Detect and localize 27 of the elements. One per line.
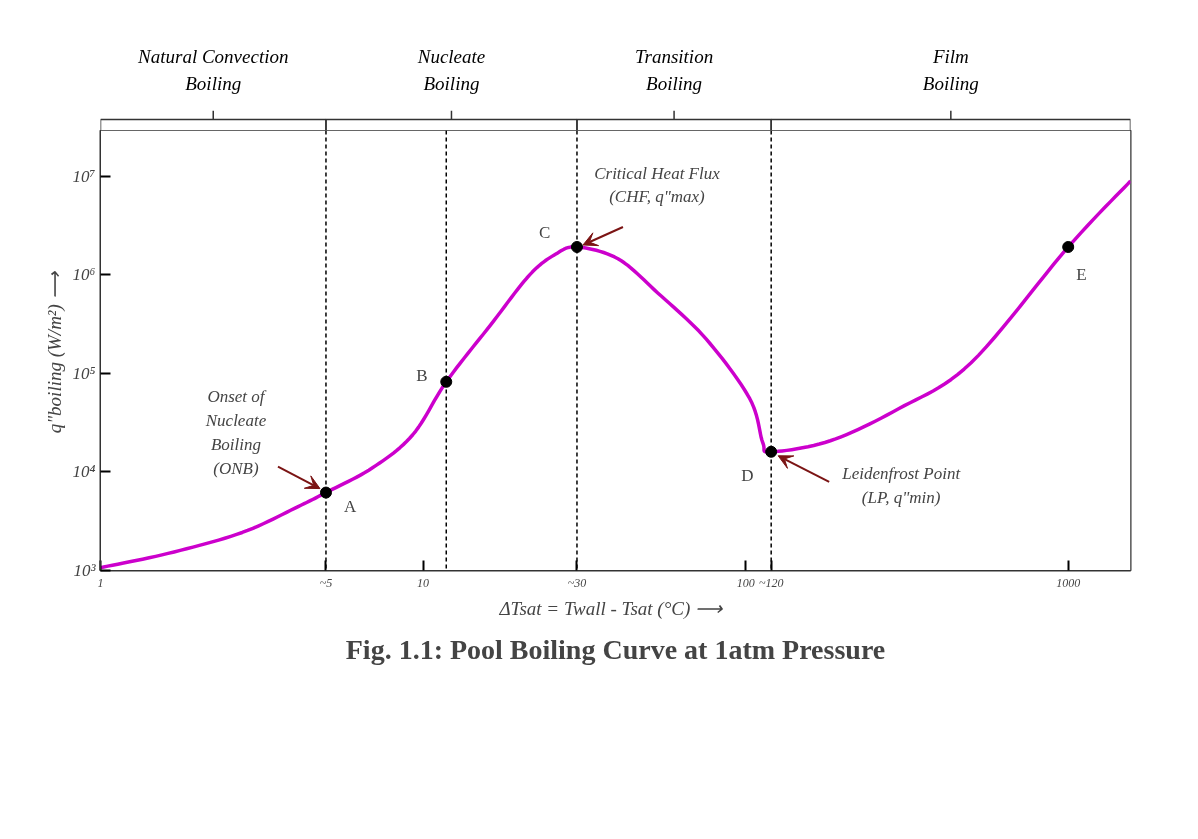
band-label: Nucleate Boiling bbox=[416, 45, 486, 95]
annotation: Onset of Nucleate Boiling (ONB) bbox=[204, 387, 267, 478]
x-tick-label: 1000 bbox=[1056, 575, 1081, 590]
annotation: B bbox=[416, 366, 428, 386]
text: Fig. 1.1: Pool Boiling Curve at 1atm Pressure bbox=[345, 633, 886, 665]
annotation: Leidenfrost Point (LP, q"min) bbox=[841, 464, 962, 508]
annotation: D bbox=[741, 466, 754, 486]
band-label: Film Boiling bbox=[922, 45, 979, 95]
y-tick-label: 10⁷ bbox=[72, 166, 96, 186]
annotation: E bbox=[1076, 265, 1087, 285]
x-tick-label: ~5 bbox=[319, 575, 333, 590]
x-tick-label: 100 bbox=[736, 575, 755, 590]
y-axis-title: q"boiling (W/m²) ⟶ bbox=[43, 271, 66, 434]
annotation: Critical Heat Flux (CHF, q"max) bbox=[594, 163, 721, 207]
annotation: C bbox=[538, 223, 551, 243]
band-label: Natural Convection Boiling bbox=[137, 45, 289, 95]
y-tick-label: 10⁴ bbox=[72, 462, 96, 482]
x-tick-label: 1 bbox=[97, 575, 104, 590]
x-tick-label: ~120 bbox=[758, 575, 784, 590]
y-tick-label: 10⁶ bbox=[72, 265, 96, 285]
y-tick-label: 10⁵ bbox=[72, 363, 96, 383]
band-label: Transition Boiling bbox=[635, 45, 714, 95]
x-tick-label: ~30 bbox=[567, 575, 587, 590]
y-tick-label: 10³ bbox=[73, 561, 97, 580]
annotation: A bbox=[343, 497, 357, 517]
x-tick-label: 10 bbox=[417, 575, 430, 590]
x-axis-title: ΔTsat = Twall - Tsat (°C) ⟶ bbox=[498, 597, 724, 620]
